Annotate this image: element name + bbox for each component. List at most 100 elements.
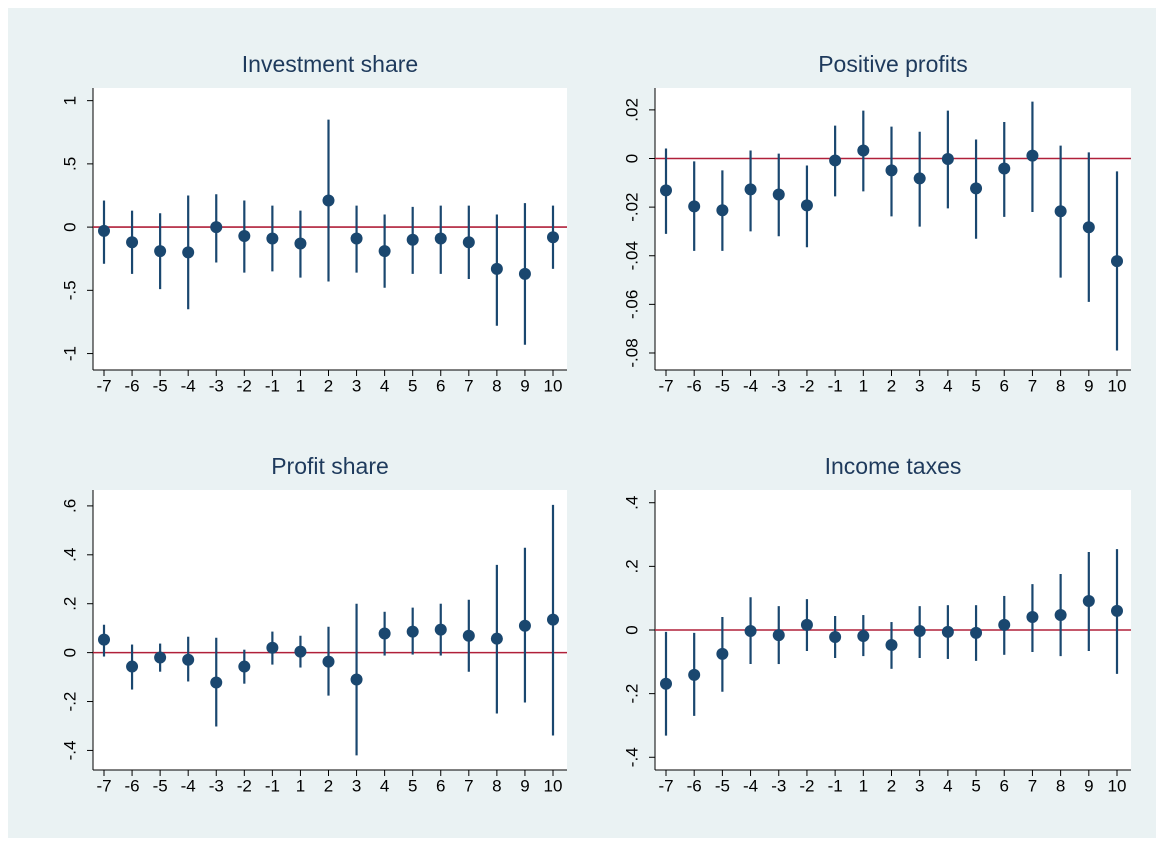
point-estimate [716, 204, 729, 217]
point-estimate [322, 194, 335, 207]
x-tick-label: -2 [237, 776, 252, 795]
x-tick-label: 6 [1000, 776, 1009, 795]
plot-region [93, 88, 567, 370]
point-estimate [406, 233, 419, 246]
point-estimate [716, 647, 729, 660]
y-tick-label: -.06 [622, 290, 641, 319]
point-estimate [98, 633, 110, 646]
y-tick-label: .02 [622, 98, 641, 122]
x-tick-label: 10 [544, 376, 563, 395]
plot-region [93, 490, 567, 770]
point-estimate [518, 267, 531, 280]
point-estimate [182, 653, 195, 666]
x-tick-label: 5 [408, 776, 417, 795]
y-tick-label: -.08 [622, 338, 641, 367]
y-tick-label: .2 [622, 559, 641, 573]
point-estimate [998, 618, 1011, 631]
point-estimate [547, 231, 559, 244]
point-estimate [829, 154, 842, 167]
point-estimate [1082, 595, 1095, 608]
panel-title: Profit share [271, 453, 389, 479]
x-tick-label: 7 [1028, 776, 1037, 795]
point-estimate [210, 676, 223, 689]
y-tick-label: .4 [622, 496, 641, 510]
x-tick-label: -1 [828, 776, 843, 795]
plot-region [655, 88, 1131, 370]
x-tick-label: 1 [296, 376, 305, 395]
x-tick-label: -5 [715, 776, 730, 795]
x-tick-label: 6 [1000, 376, 1009, 395]
x-tick-label: 3 [352, 776, 361, 795]
y-tick-label: -.2 [622, 684, 641, 704]
point-estimate [238, 229, 251, 242]
x-tick-label: 4 [380, 776, 389, 795]
y-tick-label: 0 [622, 154, 641, 163]
x-tick-label: -6 [125, 376, 140, 395]
point-estimate [462, 236, 475, 249]
point-estimate [266, 641, 279, 654]
y-tick-label: -1 [60, 346, 79, 361]
x-tick-label: -2 [799, 776, 814, 795]
x-tick-label: 9 [520, 776, 529, 795]
point-estimate [182, 246, 195, 259]
y-tick-label: 1 [60, 96, 79, 105]
point-estimate [1111, 604, 1123, 617]
point-estimate [970, 626, 983, 639]
y-tick-label: -.02 [622, 192, 641, 221]
point-estimate [941, 152, 954, 165]
x-tick-label: 2 [887, 776, 896, 795]
y-tick-label: -.5 [60, 280, 79, 300]
x-tick-label: -7 [658, 776, 673, 795]
point-estimate [772, 188, 785, 201]
point-estimate [238, 660, 251, 673]
y-tick-label: .2 [60, 597, 79, 611]
point-estimate [744, 183, 757, 196]
y-tick-label: -.4 [622, 747, 641, 767]
point-estimate [210, 221, 223, 234]
point-estimate [857, 144, 870, 157]
point-estimate [913, 624, 926, 637]
point-estimate [1026, 610, 1039, 623]
x-tick-label: 7 [1028, 376, 1037, 395]
x-tick-label: 8 [492, 376, 501, 395]
x-tick-label: 4 [380, 376, 389, 395]
y-tick-label: .6 [60, 499, 79, 513]
x-tick-label: -2 [237, 376, 252, 395]
point-estimate [744, 624, 757, 637]
point-estimate [660, 677, 672, 690]
x-tick-label: 7 [464, 376, 473, 395]
point-estimate [829, 631, 842, 643]
x-tick-label: 10 [1108, 776, 1127, 795]
point-estimate [1026, 149, 1039, 162]
x-tick-label: -6 [687, 376, 702, 395]
x-tick-label: 3 [915, 776, 924, 795]
x-tick-label: -1 [265, 376, 280, 395]
point-estimate [688, 200, 701, 213]
x-tick-label: 8 [1056, 376, 1065, 395]
x-tick-label: -5 [153, 376, 168, 395]
point-estimate [772, 629, 785, 642]
point-estimate [154, 245, 167, 258]
x-tick-label: 9 [1084, 376, 1093, 395]
x-tick-label: -4 [181, 776, 196, 795]
y-tick-label: -.4 [60, 741, 79, 761]
x-tick-label: -6 [125, 776, 140, 795]
point-estimate [913, 172, 926, 185]
x-tick-label: 5 [971, 376, 980, 395]
x-tick-label: -7 [96, 776, 111, 795]
panel-title: Investment share [242, 51, 418, 77]
y-tick-label: .4 [60, 548, 79, 562]
x-tick-label: 10 [1108, 376, 1127, 395]
point-estimate [378, 245, 391, 258]
point-estimate [294, 645, 307, 658]
x-tick-label: 2 [887, 376, 896, 395]
x-tick-label: 8 [492, 776, 501, 795]
x-tick-label: -7 [96, 376, 111, 395]
point-estimate [1054, 205, 1067, 218]
x-tick-label: -3 [209, 376, 224, 395]
point-estimate [378, 627, 391, 640]
point-estimate [406, 625, 419, 638]
point-estimate [857, 630, 870, 643]
x-tick-label: 9 [1084, 776, 1093, 795]
